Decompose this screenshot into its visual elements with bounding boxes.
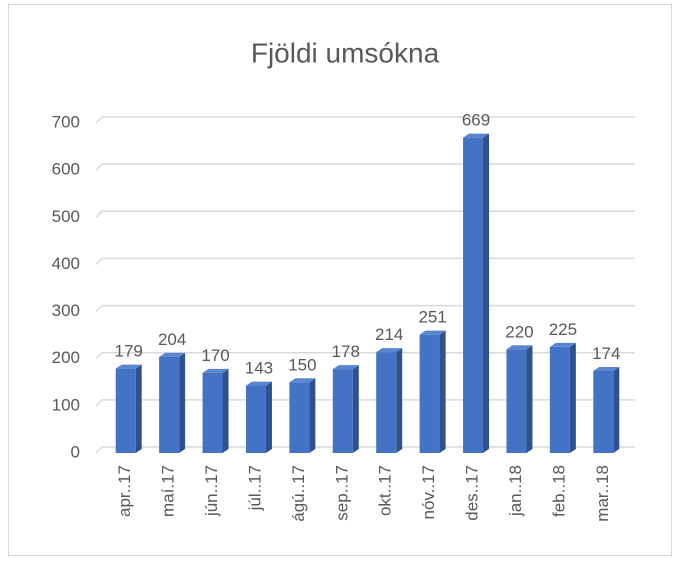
- x-tick-label: mar..18: [593, 465, 612, 522]
- bar-side: [309, 378, 316, 453]
- bar-group: [115, 364, 142, 453]
- data-label: 150: [288, 355, 316, 374]
- bar-group: [376, 348, 403, 453]
- bar-top: [419, 330, 446, 335]
- grid-line: [95, 163, 635, 171]
- x-tick-label: júl..17: [245, 465, 264, 511]
- x-tick-label: feb..18: [549, 465, 568, 517]
- bar: [202, 372, 223, 453]
- bar-side: [396, 348, 403, 453]
- data-label: 174: [592, 344, 620, 363]
- y-tick-label: 500: [52, 207, 80, 226]
- bar-side: [439, 330, 446, 453]
- bar-group: [593, 366, 620, 453]
- bar-top: [332, 365, 359, 370]
- bar: [549, 346, 570, 453]
- grid-line: [95, 446, 635, 454]
- data-label: 220: [505, 322, 533, 341]
- x-tick-label: nóv..17: [419, 465, 438, 520]
- y-tick-label: 400: [52, 254, 80, 273]
- grid-line: [95, 210, 635, 218]
- bar: [419, 334, 440, 453]
- bar-top: [202, 368, 229, 373]
- bar-group: [159, 352, 186, 453]
- x-tick-label: okt..17: [376, 465, 395, 516]
- bar-top: [115, 364, 142, 369]
- bar-side: [352, 365, 359, 453]
- bar-side: [222, 368, 229, 453]
- y-tick-label: 300: [52, 301, 80, 320]
- data-label: 225: [549, 320, 577, 339]
- bar: [463, 137, 484, 453]
- data-label: 214: [375, 325, 403, 344]
- bar-side: [135, 364, 142, 453]
- bar-top: [159, 352, 186, 357]
- chart-title: Fjöldi umsókna: [251, 37, 440, 68]
- chart-border: [8, 4, 672, 556]
- bar-group: [506, 345, 533, 453]
- y-tick-label: 600: [52, 160, 80, 179]
- x-tick-label: jan..18: [506, 465, 525, 517]
- bar-top: [376, 348, 403, 353]
- y-tick-label: 200: [52, 348, 80, 367]
- y-tick-label: 0: [71, 442, 80, 461]
- bar: [245, 385, 266, 453]
- bar: [376, 352, 397, 453]
- data-label: 251: [418, 308, 446, 327]
- y-tick-label: 100: [52, 395, 80, 414]
- x-tick-label: apr..17: [115, 465, 134, 517]
- bar: [332, 369, 353, 453]
- grid-line: [95, 399, 635, 407]
- bar-side: [179, 352, 186, 453]
- grid-line: [95, 304, 635, 313]
- bar: [159, 356, 180, 453]
- bar: [115, 368, 136, 453]
- bar-top: [289, 378, 316, 383]
- bar-group: [332, 365, 359, 453]
- bar-side: [526, 345, 533, 453]
- bar-side: [265, 381, 272, 453]
- data-label: 170: [201, 346, 229, 365]
- bar: [506, 349, 527, 453]
- data-label: 179: [115, 342, 143, 361]
- bar-top: [593, 366, 620, 371]
- bar-top: [245, 381, 272, 386]
- x-tick-label: jún..17: [202, 465, 221, 517]
- bar-group: [202, 368, 229, 453]
- bar-top: [463, 133, 490, 138]
- data-label: 204: [158, 330, 186, 349]
- y-tick-label: 700: [52, 112, 80, 131]
- bar-side: [569, 342, 576, 453]
- bar-group: [549, 342, 576, 453]
- bar: [289, 382, 310, 453]
- bar-group: [419, 330, 446, 453]
- x-tick-label: maí.17: [159, 465, 178, 517]
- grid-line: [95, 351, 635, 360]
- bar-side: [483, 133, 490, 453]
- bar-group: [463, 133, 490, 453]
- grid-line: [95, 116, 635, 124]
- bar-group: [245, 381, 272, 453]
- x-tick-label: ágú..17: [289, 465, 308, 522]
- data-label: 143: [245, 359, 273, 378]
- x-tick-label: sep..17: [332, 465, 351, 521]
- bar-top: [506, 345, 533, 350]
- data-label: 669: [462, 111, 490, 130]
- bar-side: [613, 366, 620, 453]
- data-label: 178: [332, 342, 360, 361]
- grid-line: [95, 257, 635, 265]
- x-tick-label: des..17: [463, 465, 482, 521]
- bar-group: [289, 378, 316, 453]
- bar-top: [549, 342, 576, 347]
- bar: [593, 370, 614, 453]
